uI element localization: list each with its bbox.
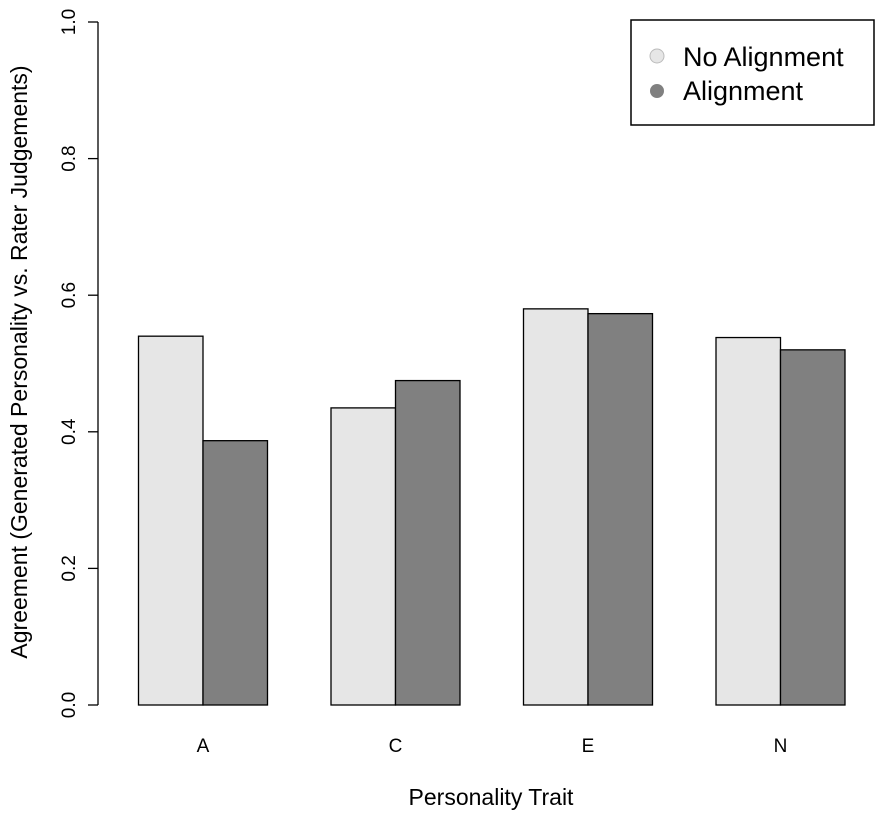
y-tick-label: 0.8 (59, 145, 80, 171)
y-axis: 0.0 0.2 0.4 0.6 0.8 1.0 (59, 9, 99, 718)
y-tick-label: 0.2 (59, 555, 80, 581)
legend-box (630, 19, 875, 126)
legend: No Alignment Alignment (630, 19, 875, 126)
legend-swatch-no-alignment (649, 48, 665, 64)
y-tick-label: 1.0 (59, 9, 80, 35)
x-tick-label: E (582, 736, 595, 757)
bar-e-no-alignment (522, 308, 589, 706)
legend-swatch-alignment (650, 84, 664, 98)
y-axis-label: Agreement (Generated Personality vs. Rat… (6, 65, 32, 658)
bars (137, 308, 846, 706)
bar-n-alignment (779, 349, 846, 706)
x-tick-label: A (197, 736, 210, 757)
bar-a-alignment (202, 440, 269, 706)
y-tick-label: 0.4 (59, 418, 80, 445)
legend-label-no-alignment: No Alignment (683, 42, 844, 72)
bar-a-no-alignment (137, 335, 204, 706)
bar-c-no-alignment (330, 407, 397, 706)
y-tick-label: 0.6 (59, 282, 80, 308)
x-axis-label: Personality Trait (409, 784, 575, 810)
y-tick-label: 0.0 (59, 692, 80, 718)
bar-c-alignment (394, 379, 461, 706)
x-tick-label: N (774, 736, 788, 757)
bar-e-alignment (587, 312, 654, 706)
x-tick-label: C (389, 736, 403, 757)
legend-label-alignment: Alignment (683, 76, 804, 106)
bar-n-no-alignment (715, 336, 782, 706)
